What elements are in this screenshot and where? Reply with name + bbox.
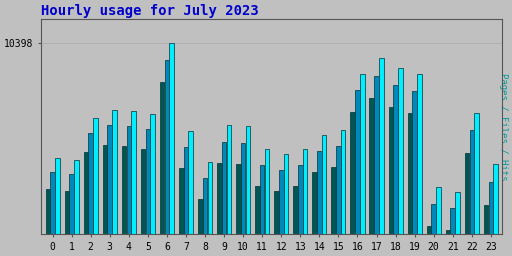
Bar [389, 107, 393, 234]
Bar [322, 135, 327, 234]
Bar [274, 191, 279, 234]
Bar [83, 152, 88, 234]
Bar [236, 164, 241, 234]
Bar [393, 85, 398, 234]
Bar [360, 74, 365, 234]
Bar [222, 142, 226, 234]
Bar [412, 91, 417, 234]
Bar [331, 167, 336, 234]
Bar [279, 170, 284, 234]
Bar [55, 158, 60, 234]
Bar [265, 149, 269, 234]
Bar [165, 60, 169, 234]
Bar [284, 154, 288, 234]
Bar [455, 192, 460, 234]
Bar [203, 178, 207, 234]
Bar [470, 130, 474, 234]
Bar [303, 149, 307, 234]
Bar [169, 44, 174, 234]
Bar [50, 172, 55, 234]
Y-axis label: Pages / Files / Hits: Pages / Files / Hits [499, 73, 508, 180]
Bar [131, 111, 136, 234]
Bar [355, 90, 360, 234]
Bar [260, 165, 265, 234]
Bar [417, 74, 422, 234]
Bar [336, 146, 340, 234]
Bar [46, 189, 50, 234]
Bar [241, 143, 245, 234]
Bar [151, 114, 155, 234]
Bar [312, 172, 317, 234]
Bar [188, 131, 193, 234]
Bar [65, 191, 69, 234]
Bar [317, 151, 322, 234]
Bar [370, 98, 374, 234]
Bar [184, 147, 188, 234]
Bar [494, 165, 498, 234]
Bar [227, 125, 231, 234]
Bar [103, 145, 108, 234]
Bar [207, 162, 212, 234]
Bar [141, 149, 145, 234]
Bar [112, 110, 117, 234]
Bar [379, 58, 383, 234]
Bar [255, 186, 260, 234]
Bar [179, 168, 183, 234]
Bar [341, 130, 346, 234]
Bar [398, 68, 402, 234]
Bar [374, 76, 379, 234]
Bar [246, 126, 250, 234]
Bar [74, 160, 79, 234]
Bar [108, 125, 112, 234]
Bar [70, 174, 74, 234]
Bar [436, 187, 441, 234]
Bar [217, 163, 222, 234]
Bar [488, 182, 493, 234]
Bar [445, 230, 450, 234]
Bar [350, 112, 355, 234]
Bar [122, 146, 126, 234]
Bar [293, 186, 298, 234]
Bar [93, 118, 98, 234]
Bar [126, 126, 131, 234]
Bar [198, 199, 203, 234]
Bar [298, 165, 303, 234]
Bar [160, 82, 164, 234]
Bar [465, 153, 470, 234]
Bar [89, 133, 93, 234]
Text: Hourly usage for July 2023: Hourly usage for July 2023 [41, 4, 259, 18]
Bar [408, 113, 412, 234]
Bar [432, 204, 436, 234]
Bar [426, 226, 431, 234]
Bar [451, 208, 455, 234]
Bar [484, 205, 488, 234]
Bar [145, 129, 150, 234]
Bar [474, 113, 479, 234]
